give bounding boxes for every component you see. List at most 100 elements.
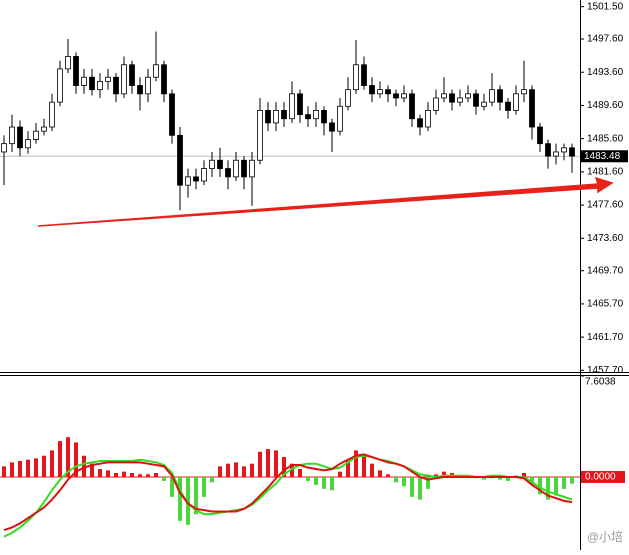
y-tick-label: 1473.60 bbox=[587, 233, 624, 244]
histogram-bar bbox=[522, 472, 526, 477]
current-price-label: 1483.48 bbox=[584, 151, 621, 162]
histogram-bar bbox=[114, 472, 118, 477]
histogram-bar bbox=[2, 466, 6, 477]
candle-body bbox=[185, 176, 191, 186]
y-tick-label: 1485.60 bbox=[587, 133, 624, 144]
candle-body bbox=[177, 134, 183, 186]
candle-body bbox=[561, 147, 567, 153]
candle-body bbox=[249, 159, 255, 178]
y-tick-label: 1493.60 bbox=[587, 67, 624, 78]
candle-body bbox=[361, 64, 367, 86]
y-tick-label: 1497.60 bbox=[587, 34, 624, 45]
histogram-bar bbox=[106, 470, 110, 477]
candle-body bbox=[113, 76, 119, 95]
histogram-bar bbox=[370, 463, 374, 477]
candle-body bbox=[297, 93, 303, 115]
candle-body bbox=[465, 93, 471, 99]
candle-body bbox=[505, 101, 511, 111]
histogram-bar bbox=[394, 476, 398, 483]
candle-body bbox=[225, 168, 231, 178]
histogram-bar bbox=[570, 476, 574, 484]
histogram-bar bbox=[322, 476, 326, 489]
histogram-bar bbox=[74, 442, 78, 477]
candle-body bbox=[521, 89, 527, 95]
histogram-bar bbox=[82, 455, 86, 477]
candle-body bbox=[49, 101, 55, 128]
trend-arrow bbox=[37, 176, 614, 227]
histogram-bar bbox=[130, 472, 134, 477]
candle-body bbox=[201, 168, 207, 182]
y-tick-label: 0.0000 bbox=[585, 472, 616, 483]
candle-body bbox=[129, 64, 135, 86]
candle-body bbox=[449, 93, 455, 103]
candle-body bbox=[233, 159, 239, 178]
histogram-bar bbox=[330, 476, 334, 491]
histogram-bar bbox=[434, 474, 438, 477]
histogram-bar bbox=[34, 458, 38, 477]
histogram-bar bbox=[242, 466, 246, 477]
histogram-bar bbox=[42, 455, 46, 477]
candle-body bbox=[481, 101, 487, 107]
histogram-bar bbox=[418, 476, 422, 500]
histogram-bar bbox=[314, 476, 318, 485]
histogram-bar bbox=[66, 437, 70, 477]
candle-body bbox=[545, 143, 551, 157]
histogram-bar bbox=[282, 457, 286, 477]
y-tick-label: 1481.60 bbox=[587, 167, 624, 178]
histogram-bar bbox=[10, 462, 14, 477]
candle-body bbox=[105, 76, 111, 82]
candle-body bbox=[313, 110, 319, 120]
histogram-bar bbox=[402, 476, 406, 487]
candle-body bbox=[73, 56, 79, 86]
histogram-bar bbox=[530, 476, 534, 485]
candle-body bbox=[1, 143, 7, 153]
candle-body bbox=[169, 93, 175, 136]
y-tick-label: 1465.70 bbox=[587, 299, 624, 310]
candle-body bbox=[273, 110, 279, 124]
histogram-bar bbox=[138, 474, 142, 477]
candle-body bbox=[33, 130, 39, 140]
candle-body bbox=[513, 93, 519, 111]
histogram-bar bbox=[546, 476, 550, 500]
candle-body bbox=[209, 159, 215, 169]
histogram-bar bbox=[346, 461, 350, 477]
candle-body bbox=[457, 97, 463, 103]
histogram-bar bbox=[202, 476, 206, 497]
histogram-bar bbox=[154, 472, 158, 477]
zero-label-box bbox=[581, 470, 625, 483]
histogram-bar bbox=[290, 463, 294, 477]
candle-body bbox=[57, 68, 63, 103]
histogram-bar bbox=[218, 466, 222, 477]
candle-body bbox=[409, 93, 415, 120]
histogram-bar bbox=[258, 451, 262, 477]
y-tick-label: 1489.60 bbox=[587, 100, 624, 111]
candle-body bbox=[97, 80, 103, 91]
candle-body bbox=[265, 110, 271, 124]
candle-body bbox=[305, 114, 311, 120]
histogram-bar bbox=[362, 455, 366, 477]
candle-body bbox=[369, 85, 375, 95]
histogram-bar bbox=[442, 471, 446, 477]
histogram-bar bbox=[274, 450, 278, 477]
histogram-bar bbox=[378, 470, 382, 477]
histogram-bar bbox=[338, 471, 342, 477]
candle-body bbox=[569, 147, 575, 157]
candle-body bbox=[537, 126, 543, 145]
candle-body bbox=[393, 93, 399, 99]
histogram-bar bbox=[250, 463, 254, 477]
y-tick-label: 1501.50 bbox=[587, 1, 624, 12]
histogram-bar bbox=[122, 471, 126, 477]
candle-body bbox=[321, 110, 327, 124]
histogram-bar bbox=[210, 476, 214, 483]
histogram-bar bbox=[562, 476, 566, 489]
candle-body bbox=[121, 64, 127, 95]
histogram-bar bbox=[50, 450, 54, 477]
candle-body bbox=[353, 64, 359, 91]
candle-body bbox=[425, 110, 431, 128]
candle-body bbox=[193, 176, 199, 182]
candle-body bbox=[473, 93, 479, 107]
candle-body bbox=[401, 93, 407, 99]
histogram-bar bbox=[162, 476, 166, 481]
candle-body bbox=[257, 110, 263, 161]
